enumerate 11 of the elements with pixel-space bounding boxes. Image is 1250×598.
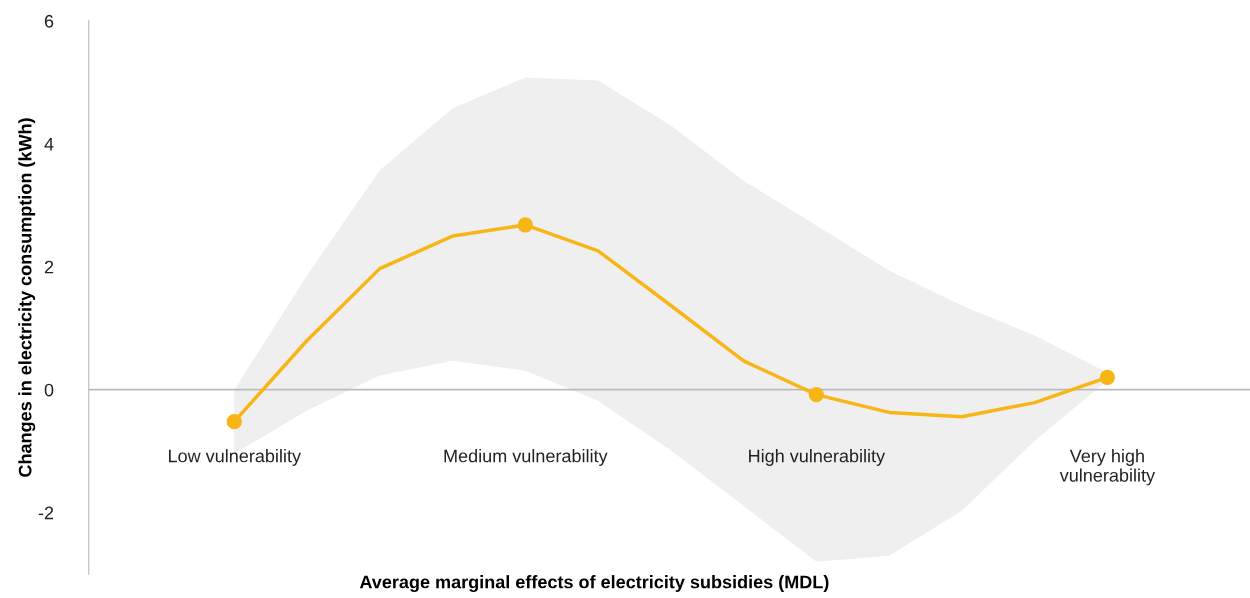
y-tick-label: 6 [44, 14, 54, 28]
y-tick-label: 2 [44, 260, 54, 274]
x-axis-title: Average marginal effects of electricity subsidies (MDL) [359, 575, 829, 593]
y-tick-label: 0 [44, 383, 54, 397]
x-tick-label: Low vulnerability [169, 449, 301, 466]
x-tick-label: Very high vulnerability [1059, 449, 1156, 486]
y-tick-label: -2 [38, 506, 54, 520]
y-tick-label: 4 [44, 137, 54, 151]
x-tick-label: Medium vulnerability [444, 449, 608, 466]
x-tick-label: High vulnerability [749, 449, 886, 466]
y-axis-title: Changes in electricity consumption (kWh) [18, 118, 36, 477]
